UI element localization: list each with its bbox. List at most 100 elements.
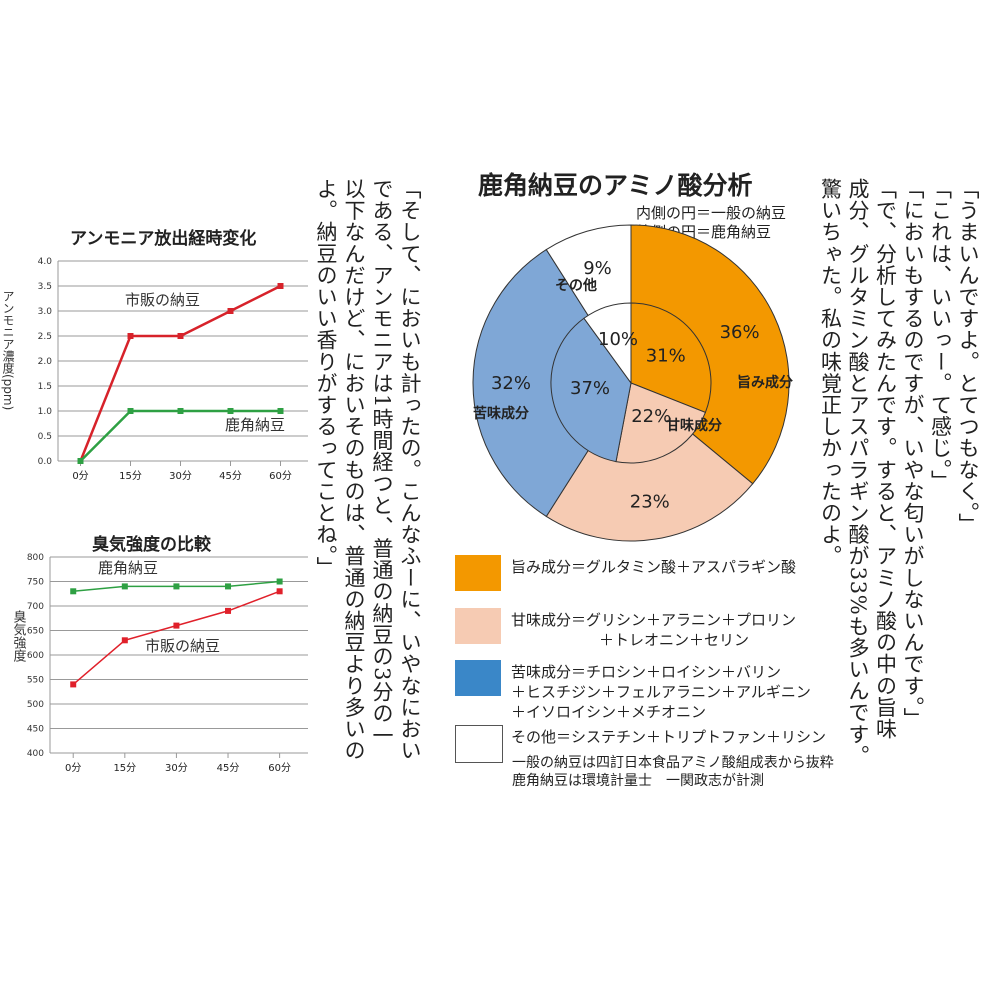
source-notes: 一般の納豆は四訂日本食品アミノ酸組成表から抜粋 鹿角納豆は環境計量士 一関政志が… [512, 754, 834, 790]
y-axis-label: 臭気強度 [11, 610, 27, 662]
text-column: 「そして、においも計ったの。こんなふーに、いやなにおい [398, 178, 422, 762]
data-point [276, 588, 283, 595]
y-tick-label: 500 [27, 700, 44, 710]
text-column: である、アンモニアは1時間経つと、普通の納豆の3分の一 [370, 178, 394, 746]
odor-chart-title: 臭気強度の比較 [92, 535, 211, 555]
y-tick-label: 750 [27, 578, 44, 588]
pie-value-label: 37% [570, 378, 610, 399]
y-tick-label: 450 [27, 725, 44, 735]
data-point [225, 583, 232, 590]
series-label: 市販の納豆 [125, 291, 200, 309]
legend-line: ＋ヒスチジン＋フェルアラニン＋アルギニン [511, 683, 811, 701]
legend-text: 苦味成分＝チロシン＋ロイシン＋バリン ＋ヒスチジン＋フェルアラニン＋アルギニン ＋イ… [511, 662, 811, 722]
y-tick-label: 2.5 [38, 332, 52, 342]
ammonia-chart-title: アンモニア放出経時変化 [70, 229, 257, 249]
legend-line: 苦味成分＝チロシン＋ロイシン＋バリン [511, 663, 782, 681]
text-column: 「で、分析してみたんです。すると、アミノ酸の中の旨味 [873, 178, 898, 740]
data-point [173, 583, 180, 590]
legend-line: その他＝システチン＋トリプトファン＋リシン [511, 728, 827, 746]
legend-line: 甘味成分＝グリシン＋アラニン＋プロリン [511, 611, 797, 629]
ammonia-line-chart: 0.0 0.5 1.0 1.5 2.0 2.5 3.0 3.5 4.0 0分 15分 30分 45分 60… [1, 257, 308, 482]
data-point [127, 333, 134, 339]
x-tick-label: 30分 [169, 470, 192, 482]
pie-value-label: 22% [631, 406, 671, 427]
inner-circle-note: 内側の円＝一般の納豆 [636, 204, 787, 222]
data-point [127, 408, 134, 414]
pie-value-label: 32% [491, 373, 531, 394]
text-column: 成分、グルタミン酸とアスパラギン酸が33%も多いんです。 [846, 178, 870, 767]
legend-text: その他＝システチン＋トリプトファン＋リシン [511, 727, 826, 747]
data-point [121, 583, 128, 590]
x-tick-label: 15分 [119, 470, 142, 482]
data-point [276, 578, 283, 585]
legend-swatch [455, 608, 501, 644]
data-point [177, 408, 184, 414]
source-note: 鹿角納豆は環境計量士 一関政志が計測 [512, 773, 764, 789]
y-tick-label: 0.5 [38, 432, 52, 442]
pie-slice [550, 317, 632, 463]
legend-swatch [455, 555, 501, 591]
pie-category-label: その他 [555, 277, 597, 294]
pie-slice [630, 302, 712, 414]
y-tick-label: 3.5 [38, 282, 52, 292]
legend-swatch [455, 725, 503, 763]
legend-line: ＋トレオニン＋セリン [599, 631, 750, 649]
x-tick-label: 45分 [219, 470, 242, 482]
pie-value-label: 23% [630, 492, 670, 513]
data-point [121, 637, 128, 644]
y-tick-label: 3.0 [38, 307, 53, 317]
x-tick-label: 0分 [65, 762, 81, 774]
series-label: 鹿角納豆 [225, 416, 285, 434]
y-tick-label: 600 [27, 651, 44, 661]
x-tick-label: 60分 [268, 762, 291, 774]
x-tick-label: 30分 [165, 762, 188, 774]
legend-line: 旨み成分＝グルタミン酸＋アスパラギン酸 [511, 558, 797, 576]
pie-slice [630, 224, 790, 485]
y-tick-label: 2.0 [38, 357, 53, 367]
legend-line: ＋イソロイシン＋メチオニン [511, 703, 707, 721]
source-note: 一般の納豆は四訂日本食品アミノ酸組成表から抜粋 [512, 755, 834, 771]
text-column: 「うまいんですよ。とてつもなく。」 [956, 178, 980, 535]
data-point [173, 622, 180, 629]
legend-text: 旨み成分＝グルタミン酸＋アスパラギン酸 [511, 557, 796, 577]
data-point [227, 408, 234, 414]
pie-category-label: 甘味成分 [666, 417, 722, 434]
pie-category-label: 苦味成分 [473, 405, 529, 422]
odor-line-chart: 400 450 500 550 600 650 700 750 800 0分 15分 30分 45分 60… [11, 553, 308, 774]
series-label: 鹿角納豆 [98, 559, 158, 577]
data-point [70, 588, 77, 595]
pie-slice [583, 302, 632, 385]
series-label: 市販の納豆 [145, 637, 220, 655]
x-tick-label: 0分 [72, 470, 88, 482]
legend-swatch [455, 660, 501, 696]
middle-vertical-text: 「そして、においも計ったの。こんなふーに、いやなにおい である、アンモニアは1時… [312, 178, 424, 761]
pie-slice [545, 382, 754, 542]
y-tick-label: 700 [27, 602, 44, 612]
data-point [77, 458, 84, 464]
y-tick-label: 550 [27, 676, 44, 686]
text-column: 以下なんだけど、においそのものは、普通の納豆より多いの [342, 178, 366, 762]
data-point [277, 283, 284, 289]
y-tick-label: 650 [27, 627, 44, 637]
data-point [227, 308, 234, 314]
y-tick-label: 800 [27, 553, 44, 563]
legend-text: 甘味成分＝グリシン＋アラニン＋プロリン ＋トレオニン＋セリン [511, 610, 796, 650]
text-column: 「においもするのですが、いやな匂いがしないんです。」 [901, 178, 925, 730]
data-point [70, 681, 77, 688]
pie-value-label: 10% [598, 329, 638, 350]
x-tick-label: 45分 [217, 762, 240, 774]
data-point [225, 607, 232, 614]
y-tick-label: 4.0 [38, 257, 53, 267]
data-point [277, 408, 284, 414]
y-tick-label: 400 [27, 749, 44, 759]
x-tick-label: 15分 [113, 762, 136, 774]
y-tick-label: 0.0 [38, 457, 53, 467]
data-point [177, 333, 184, 339]
text-column: 「これは、いいっー。て感じ。」 [928, 178, 953, 492]
series-line [79, 284, 282, 462]
pie-value-label: 9% [583, 258, 612, 279]
text-column: 驚いちゃた。私の味覚正しかったのよ。 [818, 178, 843, 567]
right-vertical-text: 「うまいんですよ。とてつもなく。」 「これは、いいっー。て感じ。」 「においもす… [816, 178, 981, 766]
x-tick-label: 60分 [269, 470, 292, 482]
text-column: よ。納豆のいい香りがするってことね。」 [314, 178, 338, 578]
